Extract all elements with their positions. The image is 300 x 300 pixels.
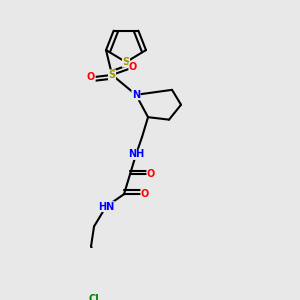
Text: O: O	[147, 169, 155, 179]
Text: N: N	[132, 90, 140, 100]
Text: O: O	[87, 72, 95, 82]
Text: Cl: Cl	[89, 293, 99, 300]
Text: S: S	[109, 70, 116, 80]
Text: NH: NH	[128, 149, 144, 159]
Text: O: O	[129, 62, 137, 73]
Text: O: O	[141, 189, 149, 199]
Text: HN: HN	[98, 202, 114, 212]
Text: S: S	[122, 57, 130, 67]
